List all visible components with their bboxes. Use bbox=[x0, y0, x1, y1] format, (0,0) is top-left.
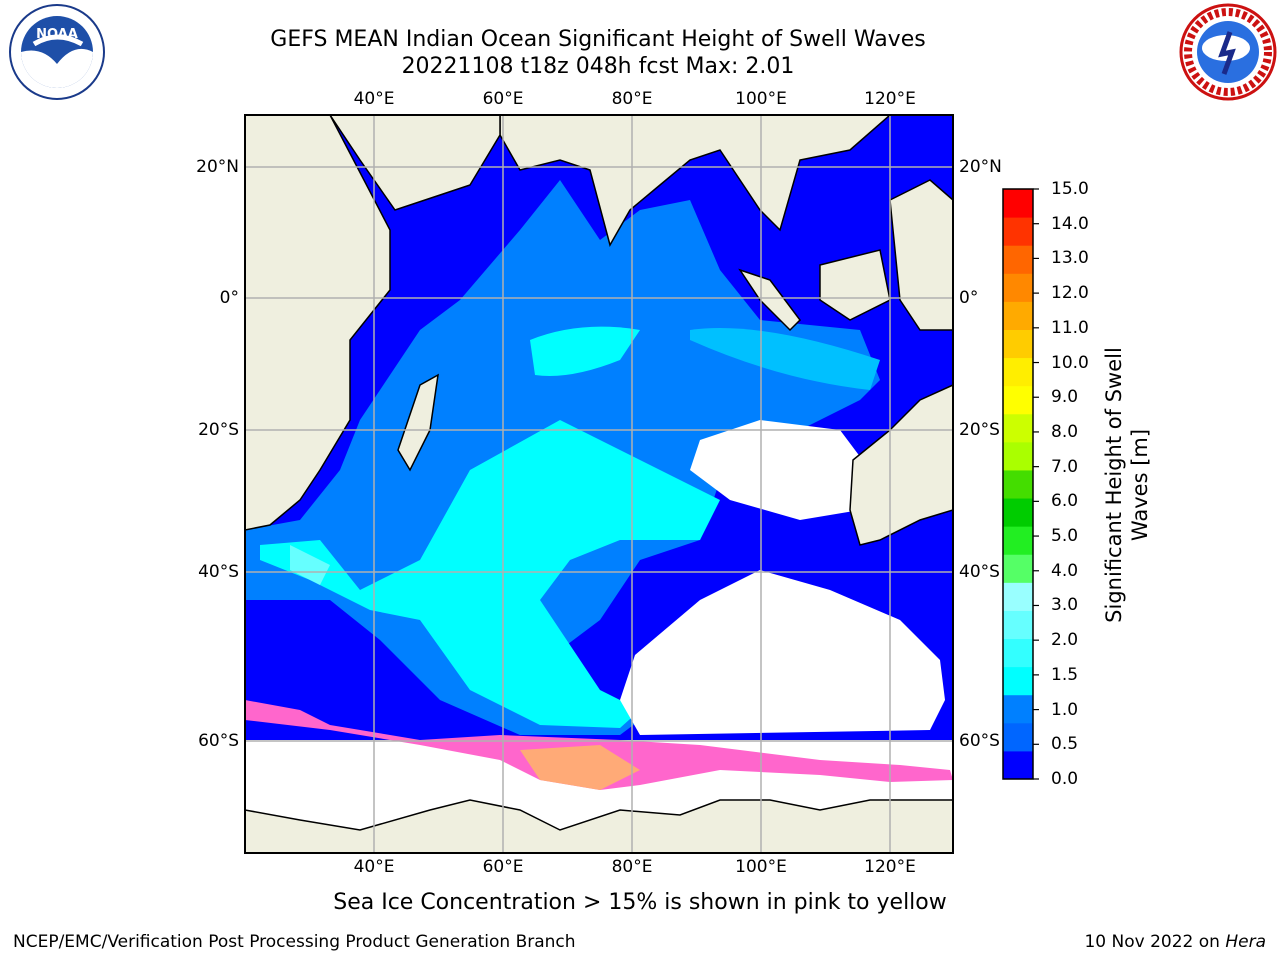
colorbar-tick-label: 8.0 bbox=[1051, 421, 1079, 442]
sea-ice-high bbox=[520, 745, 640, 790]
map-area bbox=[245, 115, 953, 853]
lon-label-top-80e: 80°E bbox=[611, 89, 653, 109]
colorbar-tick-label: 12.0 bbox=[1051, 283, 1089, 304]
colorbar-segment bbox=[1003, 273, 1033, 302]
lat-label-right-60s: 60°S bbox=[959, 731, 1000, 751]
graticule bbox=[245, 115, 953, 853]
colorbar-segment bbox=[1003, 329, 1033, 359]
colorbar-segment bbox=[1003, 582, 1033, 611]
svg-text:NOAA: NOAA bbox=[36, 27, 78, 42]
sea-ice-band bbox=[245, 700, 953, 790]
colorbar-tick-label: 0.0 bbox=[1051, 769, 1079, 789]
arabia-land bbox=[245, 115, 501, 211]
colorbar-segment bbox=[1003, 694, 1033, 724]
colorbar-tick-label: 10.0 bbox=[1051, 352, 1089, 373]
lat-label-right-20n: 20°N bbox=[959, 157, 1002, 177]
antarctica-land bbox=[245, 799, 953, 853]
lon-label-bottom-100e: 100°E bbox=[735, 857, 787, 877]
lat-label-left-20s: 20°S bbox=[198, 420, 239, 440]
noaa-logo: NOAA bbox=[9, 4, 105, 100]
colorbar-segment bbox=[1003, 357, 1033, 387]
sea-ice-caption: Sea Ice Concentration > 15% is shown in … bbox=[333, 890, 947, 915]
philippines-land bbox=[889, 179, 953, 331]
borneo-land bbox=[819, 249, 891, 321]
colorbar-frame bbox=[1002, 188, 1034, 780]
colorbar-segment bbox=[1003, 413, 1033, 443]
colorbar-tick-label: 13.0 bbox=[1051, 248, 1089, 269]
no-data-region-2 bbox=[690, 420, 870, 520]
colorbar-label: Significant Height of Swell Waves [m] bbox=[1102, 347, 1152, 623]
colorbar-segment bbox=[1003, 666, 1033, 696]
colorbar-segment bbox=[1003, 301, 1033, 330]
map-title: GEFS MEAN Indian Ocean Significant Heigh… bbox=[270, 27, 926, 52]
colorbar-segment bbox=[1003, 722, 1033, 752]
colorbar-segment bbox=[1003, 385, 1033, 415]
colorbar-tick-label: 1.5 bbox=[1051, 664, 1079, 685]
colorbar-segment bbox=[1003, 469, 1033, 499]
colorbar-segment bbox=[1003, 189, 1033, 218]
national-weather-service-logo bbox=[1179, 3, 1277, 101]
swell-region-north bbox=[530, 326, 640, 376]
swell-region-east bbox=[690, 328, 880, 390]
lat-label-right-40s: 40°S bbox=[959, 562, 1000, 582]
colorbar bbox=[1003, 188, 1039, 780]
colorbar-segment bbox=[1003, 441, 1033, 471]
australia-land bbox=[849, 384, 953, 546]
lon-label-top-100e: 100°E bbox=[735, 89, 787, 109]
colorbar-tick-label: 11.0 bbox=[1051, 317, 1089, 338]
footer-date: 10 Nov 2022 on Hera bbox=[1084, 932, 1266, 952]
footer-credit: NCEP/EMC/Verification Post Processing Pr… bbox=[13, 932, 576, 952]
no-data-region bbox=[620, 570, 945, 735]
colorbar-segment bbox=[1003, 750, 1033, 780]
colorbar-tick-label: 14.0 bbox=[1051, 213, 1089, 234]
colorbar-tick-label: 7.0 bbox=[1051, 456, 1079, 477]
lat-label-right-0: 0° bbox=[959, 288, 979, 308]
colorbar-tick-label: 9.0 bbox=[1051, 387, 1079, 408]
colorbar-segment bbox=[1003, 245, 1033, 274]
map-frame bbox=[244, 114, 954, 854]
lat-label-left-60s: 60°S bbox=[198, 731, 239, 751]
colorbar-tick-label: 4.0 bbox=[1051, 560, 1079, 581]
colorbar-tick-label: 5.0 bbox=[1051, 526, 1079, 547]
lon-label-top-60e: 60°E bbox=[482, 89, 524, 109]
swell-region-1-5m bbox=[260, 420, 720, 728]
colorbar-segment bbox=[1003, 554, 1033, 583]
colorbar-tick-label: 15.0 bbox=[1051, 179, 1089, 199]
colorbar-tick-label: 1.0 bbox=[1051, 699, 1079, 720]
footer-date-text: 10 Nov 2022 on bbox=[1084, 932, 1226, 952]
africa-land bbox=[245, 115, 391, 531]
lat-label-left-0: 0° bbox=[219, 288, 239, 308]
colorbar-tick-label: 6.0 bbox=[1051, 491, 1079, 512]
sumatra-land bbox=[738, 268, 801, 332]
lat-label-left-20n: 20°N bbox=[196, 157, 239, 177]
colorbar-segment bbox=[1003, 217, 1033, 246]
colorbar-tick-label: 3.0 bbox=[1051, 595, 1079, 616]
lon-label-bottom-80e: 80°E bbox=[611, 857, 653, 877]
colorbar-segment bbox=[1003, 498, 1033, 527]
lon-label-bottom-40e: 40°E bbox=[353, 857, 395, 877]
colorbar-tick-label: 0.5 bbox=[1051, 734, 1079, 755]
lat-label-left-40s: 40°S bbox=[198, 562, 239, 582]
lon-label-bottom-60e: 60°E bbox=[482, 857, 524, 877]
colorbar-tick-label: 2.0 bbox=[1051, 630, 1079, 651]
asia-land bbox=[245, 115, 892, 247]
swell-region-max bbox=[290, 545, 330, 585]
colorbar-segment bbox=[1003, 526, 1033, 555]
footer-machine: Hera bbox=[1225, 932, 1266, 952]
lat-label-right-20s: 20°S bbox=[959, 420, 1000, 440]
map-subtitle: 20221108 t18z 048h fcst Max: 2.01 bbox=[401, 54, 795, 79]
lon-label-top-120e: 120°E bbox=[864, 89, 916, 109]
colorbar-segment bbox=[1003, 610, 1033, 640]
lon-label-bottom-120e: 120°E bbox=[864, 857, 916, 877]
colorbar-segment bbox=[1003, 638, 1033, 668]
madagascar-land bbox=[397, 373, 439, 472]
lon-label-top-40e: 40°E bbox=[353, 89, 395, 109]
